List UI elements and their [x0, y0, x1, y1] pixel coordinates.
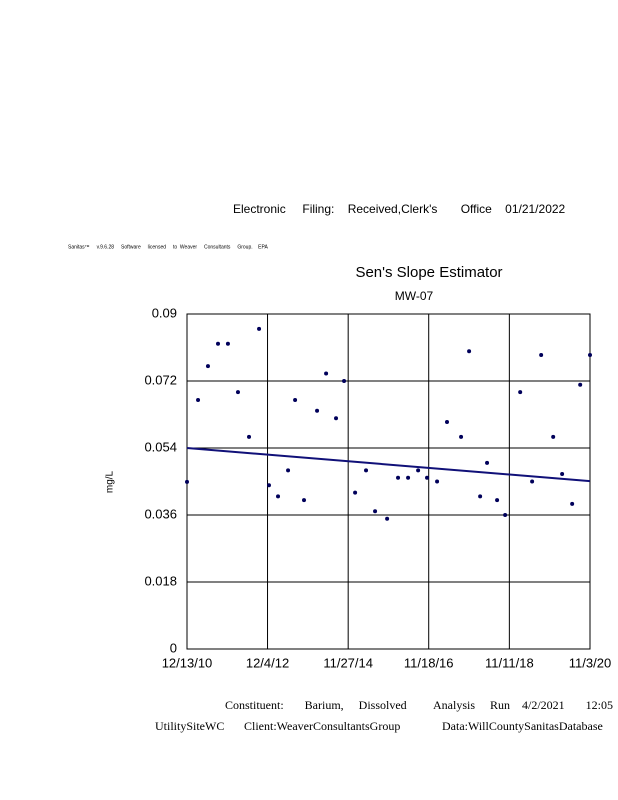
footer-site: UtilitySiteWC [155, 719, 224, 733]
data-point [225, 341, 230, 346]
y-tick-label: 0 [170, 640, 177, 655]
data-point [247, 434, 252, 439]
plot-frame [186, 313, 591, 650]
data-point [467, 349, 472, 354]
data-point [324, 371, 329, 376]
data-point [416, 468, 421, 473]
y-axis-label: mg/L [105, 470, 116, 493]
data-point [539, 352, 544, 357]
chart-subtitle: MW-07 [395, 289, 434, 303]
data-point [266, 483, 271, 488]
data-point [588, 352, 592, 357]
data-point [578, 382, 583, 387]
y-tick-label: 0.054 [144, 439, 177, 454]
footer-client: Client:WeaverConsultantsGroup [244, 719, 400, 733]
y-tick-label: 0.036 [144, 506, 177, 521]
data-point [216, 341, 221, 346]
data-point [478, 494, 483, 499]
data-point [435, 479, 440, 484]
y-tick-label: 0.09 [152, 305, 177, 320]
filing-header: Electronic Filing: Received,Clerk's Offi… [233, 202, 566, 216]
data-point [185, 479, 189, 484]
data-point [302, 498, 307, 503]
data-point [560, 472, 565, 477]
data-point [551, 434, 556, 439]
software-note: Sanitas™ v.9.6.28 Software licensed to W… [68, 244, 268, 250]
data-point [425, 475, 430, 480]
data-point [205, 364, 210, 369]
data-point [373, 509, 378, 514]
x-tick-label: 11/27/14 [323, 655, 373, 670]
footer-data: Data:WillCountySanitasDatabase [442, 719, 603, 733]
data-point [530, 479, 535, 484]
data-point [396, 475, 401, 480]
data-point [503, 513, 508, 517]
data-point [286, 468, 291, 473]
y-tick-label: 0.018 [144, 573, 177, 588]
data-point [495, 498, 500, 503]
y-tick-label: 0.072 [144, 372, 177, 387]
x-tick-label: 11/18/16 [404, 655, 454, 670]
data-point [385, 516, 390, 521]
data-point [276, 494, 281, 499]
data-point [235, 390, 240, 395]
chart-title: Sen's Slope Estimator [355, 264, 502, 281]
x-tick-label: 12/4/12 [246, 655, 289, 670]
data-point [406, 475, 411, 480]
data-point [293, 397, 298, 402]
data-point [315, 408, 320, 413]
data-point [353, 490, 358, 495]
data-point [445, 419, 450, 424]
data-point [342, 379, 347, 383]
x-tick-label: 11/3/20 [569, 655, 611, 670]
data-point [570, 501, 575, 506]
footer-constituent: Constituent: Barium, Dissolved Analysis … [225, 698, 618, 712]
data-point [518, 390, 523, 395]
data-point [334, 416, 339, 421]
data-point [364, 468, 369, 473]
data-point [196, 397, 201, 402]
data-point [459, 434, 464, 439]
data-point [485, 460, 490, 465]
trend-line [186, 447, 591, 483]
x-tick-label: 12/13/10 [162, 655, 213, 670]
x-tick-label: 11/11/18 [485, 655, 534, 670]
data-point [257, 326, 262, 331]
